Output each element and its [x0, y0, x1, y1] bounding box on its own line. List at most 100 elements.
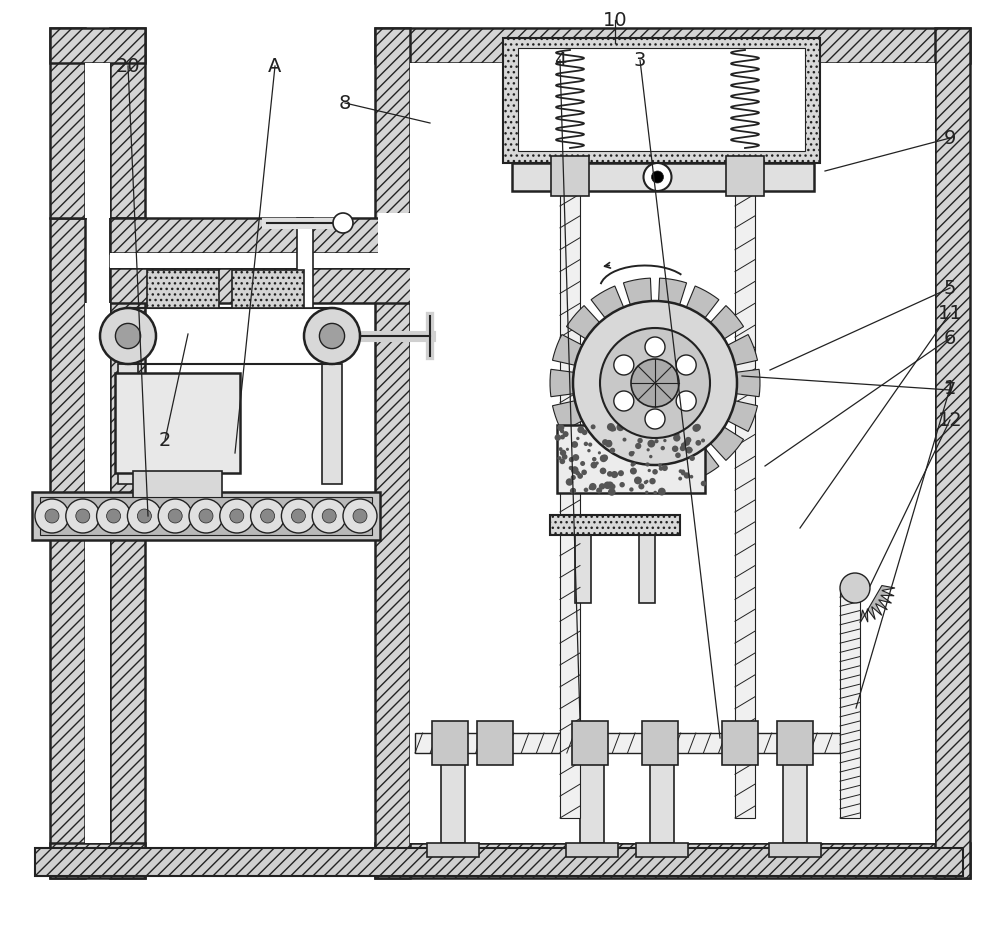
- Text: 8: 8: [339, 94, 351, 113]
- Bar: [566, 843, 618, 857]
- Circle shape: [576, 437, 580, 440]
- Circle shape: [573, 301, 737, 465]
- Circle shape: [137, 509, 151, 523]
- Circle shape: [168, 509, 182, 523]
- Circle shape: [675, 452, 681, 458]
- Circle shape: [100, 308, 156, 364]
- Circle shape: [616, 424, 624, 431]
- Text: 7: 7: [944, 380, 956, 399]
- Circle shape: [158, 499, 192, 533]
- Circle shape: [681, 469, 685, 473]
- Bar: [427, 843, 479, 857]
- Circle shape: [600, 467, 606, 474]
- Circle shape: [600, 455, 607, 463]
- Circle shape: [571, 441, 578, 447]
- Polygon shape: [566, 305, 600, 339]
- Circle shape: [674, 429, 679, 434]
- Bar: [726, 156, 764, 196]
- Circle shape: [571, 475, 576, 480]
- Circle shape: [580, 461, 585, 466]
- Circle shape: [591, 462, 597, 468]
- Circle shape: [685, 437, 691, 443]
- Circle shape: [230, 509, 244, 523]
- Bar: [650, 743, 674, 843]
- Circle shape: [609, 425, 616, 431]
- Circle shape: [322, 509, 336, 523]
- Circle shape: [676, 391, 696, 411]
- Bar: [297, 218, 313, 308]
- Circle shape: [606, 482, 614, 489]
- Polygon shape: [736, 370, 760, 396]
- Bar: [722, 721, 758, 765]
- Circle shape: [604, 482, 611, 489]
- Bar: [441, 743, 465, 843]
- Text: 1: 1: [944, 378, 956, 397]
- Circle shape: [572, 454, 579, 461]
- Bar: [110, 253, 413, 268]
- Polygon shape: [566, 427, 600, 461]
- Circle shape: [107, 509, 121, 523]
- Circle shape: [644, 428, 647, 432]
- Circle shape: [333, 213, 353, 233]
- Circle shape: [676, 355, 696, 375]
- Circle shape: [560, 449, 566, 456]
- Bar: [110, 28, 145, 218]
- Bar: [551, 156, 589, 196]
- Circle shape: [557, 456, 562, 460]
- Circle shape: [312, 499, 346, 533]
- Polygon shape: [686, 448, 719, 480]
- Circle shape: [610, 483, 616, 489]
- Circle shape: [677, 433, 680, 436]
- Circle shape: [592, 457, 597, 462]
- Text: 12: 12: [938, 410, 962, 429]
- Bar: [477, 721, 513, 765]
- Bar: [110, 218, 413, 253]
- Circle shape: [596, 487, 602, 494]
- Circle shape: [600, 328, 710, 438]
- Circle shape: [648, 469, 651, 472]
- Circle shape: [690, 475, 693, 479]
- Bar: [133, 471, 222, 501]
- Bar: [512, 163, 814, 191]
- Circle shape: [189, 499, 223, 533]
- Circle shape: [678, 477, 682, 481]
- Circle shape: [649, 430, 654, 435]
- Circle shape: [701, 439, 705, 443]
- Circle shape: [663, 439, 667, 442]
- Circle shape: [631, 359, 679, 407]
- Bar: [147, 270, 219, 308]
- Polygon shape: [710, 427, 744, 461]
- Bar: [518, 48, 805, 151]
- Circle shape: [575, 471, 580, 476]
- Polygon shape: [686, 286, 719, 318]
- Circle shape: [627, 424, 632, 428]
- Circle shape: [629, 487, 634, 492]
- Circle shape: [304, 308, 360, 364]
- Circle shape: [577, 427, 584, 433]
- Circle shape: [682, 447, 686, 450]
- Polygon shape: [860, 586, 895, 623]
- Circle shape: [584, 442, 588, 447]
- Circle shape: [612, 428, 616, 431]
- Circle shape: [649, 478, 656, 484]
- Circle shape: [630, 467, 637, 475]
- Circle shape: [614, 391, 634, 411]
- Circle shape: [644, 481, 647, 484]
- Bar: [572, 721, 608, 765]
- Circle shape: [559, 447, 563, 451]
- Bar: [432, 721, 468, 765]
- Circle shape: [45, 509, 59, 523]
- Polygon shape: [659, 278, 687, 305]
- Circle shape: [76, 509, 90, 523]
- Circle shape: [566, 447, 569, 451]
- Circle shape: [629, 451, 634, 457]
- Bar: [115, 373, 240, 473]
- Bar: [557, 425, 705, 493]
- Circle shape: [622, 438, 626, 442]
- Circle shape: [645, 463, 650, 466]
- Circle shape: [681, 470, 686, 476]
- Bar: [415, 733, 840, 753]
- Circle shape: [584, 487, 588, 492]
- Bar: [560, 53, 580, 818]
- Circle shape: [684, 439, 690, 446]
